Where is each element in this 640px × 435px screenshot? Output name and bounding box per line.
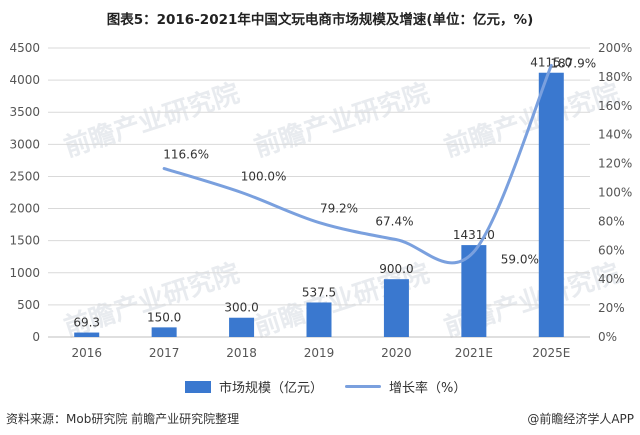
bar-value-label: 4115.0: [530, 56, 572, 70]
y-left-tick-label: 1500: [9, 234, 40, 248]
y-right-tick-label: 60%: [598, 243, 625, 257]
chart-canvas: 0 500 1000 1500 2000 2500 3000 3500 4000 4500 0% 20…: [9, 41, 632, 360]
y-left-tick-label: 1000: [9, 266, 40, 280]
chart-title: 图表5：2016-2021年中国文玩电商市场规模及增速(单位：亿元，%): [106, 12, 534, 28]
y-right-tick-label: 160%: [598, 99, 632, 113]
x-tick-label: 2016: [71, 346, 102, 360]
y-left-tick-label: 4000: [9, 73, 40, 87]
x-tick-label: 2021E: [455, 346, 493, 360]
line-value-label: 116.6%: [163, 148, 209, 162]
line-value-label: 67.4%: [375, 215, 413, 229]
line-value-label: 79.2%: [320, 202, 358, 216]
y-right-tick-label: 80%: [598, 214, 625, 228]
bar-value-label: 300.0: [224, 301, 258, 315]
bar-value-label: 150.0: [147, 310, 181, 324]
bar: [151, 327, 177, 337]
bar-value-label: 69.3: [73, 316, 100, 330]
y-left-tick-label: 500: [17, 298, 40, 312]
brand-credit: @前瞻经济学人APP: [527, 412, 634, 426]
y-right-tick-label: 40%: [598, 272, 625, 286]
line-value-label: 59.0%: [501, 253, 539, 267]
y-right-tick-label: 120%: [598, 157, 632, 171]
legend-label-bar: 市场规模（亿元）: [219, 381, 324, 396]
bar: [383, 279, 409, 337]
y-left-tick-label: 0: [32, 330, 40, 344]
y-right-tick-label: 0%: [598, 330, 617, 344]
y-left-tick-label: 4500: [9, 41, 40, 55]
x-tick-label: 2017: [149, 346, 180, 360]
y-right-tick-label: 180%: [598, 70, 632, 84]
bar: [74, 332, 100, 337]
bar-value-label: 537.5: [302, 285, 336, 299]
y-left-tick-label: 3000: [9, 137, 40, 151]
growth-line: [162, 63, 553, 265]
y-left-tick-label: 2000: [9, 202, 40, 216]
legend-label-line: 增长率（%）: [389, 381, 467, 396]
bar: [306, 302, 332, 337]
bar-value-label: 900.0: [379, 262, 413, 276]
x-tick-label: 2019: [304, 346, 335, 360]
y-left-tick-label: 3500: [9, 105, 40, 119]
x-tick-label: 2025E: [532, 346, 570, 360]
x-tick-label: 2020: [381, 346, 412, 360]
line-value-label: 100.0%: [241, 170, 287, 184]
bar: [538, 72, 564, 337]
y-right-tick-label: 200%: [598, 41, 632, 55]
y-left-tick-label: 2500: [9, 169, 40, 183]
y-right-tick-label: 140%: [598, 128, 632, 142]
legend-item-line: 增长率（%）: [345, 377, 466, 396]
x-tick-label: 2018: [226, 346, 257, 360]
legend-swatch-line: [345, 385, 381, 388]
line-value-label: 187.9%: [550, 56, 596, 70]
legend-swatch-bar: [185, 380, 211, 393]
legend-item-bar: 市场规模（亿元）: [185, 377, 323, 396]
y-right-tick-label: 100%: [598, 186, 632, 200]
y-right-tick-label: 20%: [598, 301, 625, 315]
source-note: 资料来源：Mob研究院 前瞻产业研究院整理: [6, 412, 240, 426]
bar: [229, 317, 255, 337]
